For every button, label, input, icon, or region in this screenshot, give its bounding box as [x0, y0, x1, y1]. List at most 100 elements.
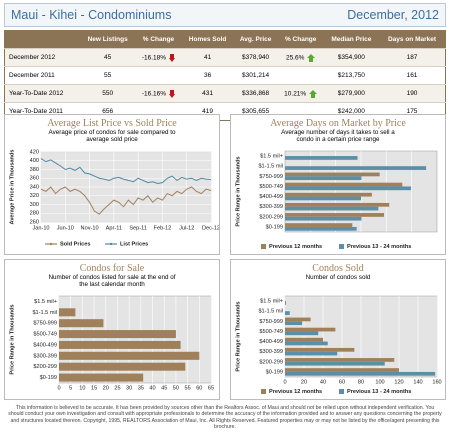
x-tick-label: Sep-11: [129, 225, 147, 231]
cell: 550: [80, 84, 136, 103]
cell: 161: [379, 66, 446, 85]
cell: 10.21%: [277, 84, 324, 103]
bar: [59, 351, 200, 360]
down-arrow: [169, 53, 176, 62]
chart-title: Condos for Sale: [79, 263, 145, 274]
bar: [285, 301, 286, 305]
bar: [285, 176, 362, 181]
x-tick-label: Nov-10: [81, 225, 99, 231]
bar: [59, 319, 104, 328]
bar: [285, 186, 411, 191]
x-tick-label: 60: [339, 379, 345, 385]
row-label: Year-To-Date 2012: [4, 84, 80, 103]
chart-panel: Average List Price vs Sold Price Average…: [4, 114, 220, 255]
category-label: $0-199: [266, 369, 283, 375]
col-header: % Change: [135, 30, 182, 49]
y-tick-label: 320: [30, 193, 39, 199]
bar: [285, 206, 379, 211]
bar: [285, 223, 353, 227]
legend-label: Previous 12 months: [269, 389, 322, 395]
category-label: $200-299: [33, 364, 57, 370]
x-tick-label: 140: [413, 379, 422, 385]
legend-label: Sold Prices: [60, 241, 90, 247]
cell-text: -16.16%: [141, 90, 167, 98]
cell-text: 25.6%: [285, 54, 305, 62]
x-tick-label: 100: [375, 379, 384, 385]
bar: [285, 317, 311, 322]
chart-panel: Condos Sold Number of condos sold 0 20 40 6…: [230, 259, 446, 400]
x-tick-label: 25: [114, 385, 120, 391]
category-label: $750-999: [259, 174, 283, 180]
corner: [4, 30, 80, 49]
y-tick-label: 360: [30, 176, 39, 182]
cell: -16.16%: [135, 84, 182, 103]
series-line: [40, 186, 212, 215]
cell: 25.6%: [277, 48, 324, 67]
legend-label: Previous 13 - 24 months: [347, 389, 411, 395]
x-tick-label: 80: [358, 379, 364, 385]
y-tick-label: 400: [30, 158, 39, 164]
cell: -16.18%: [135, 48, 182, 67]
cell: $378,940: [233, 48, 278, 67]
cell: 55: [80, 66, 136, 85]
category-label: $1-1.5 mil: [258, 164, 283, 170]
category-label: $750-999: [259, 319, 283, 325]
row-label: December 2011: [4, 66, 80, 85]
category-label: $200-299: [259, 359, 283, 365]
y-tick-label: 340: [30, 184, 39, 190]
cell-text: -16.18%: [141, 54, 167, 62]
x-tick-label: 30: [126, 385, 132, 391]
x-tick-label: 55: [184, 385, 190, 391]
bar: [59, 308, 76, 317]
col-header: Median Price: [323, 30, 380, 49]
x-tick-label: 160: [432, 379, 441, 385]
category-label: $500-749: [33, 332, 57, 338]
category-label: $750-999: [33, 321, 57, 327]
category-label: $500-749: [259, 184, 283, 190]
bar: [285, 192, 372, 197]
legend-label: Previous 12 months: [269, 244, 322, 250]
x-tick-label: 15: [91, 385, 97, 391]
disclaimer: This information is believed to be accur…: [8, 405, 442, 431]
y-tick-label: 300: [30, 202, 39, 208]
legend-dot: [109, 242, 113, 246]
x-tick-label: 60: [196, 385, 202, 391]
y-tick-label: 280: [30, 211, 39, 217]
bar: [285, 216, 362, 221]
x-tick-label: 65: [208, 385, 214, 391]
category-label: $400-499: [259, 194, 283, 200]
x-tick-label: 20: [103, 385, 109, 391]
cell: 187: [379, 48, 446, 67]
x-tick-label: Jul-12: [179, 225, 194, 231]
series-line: [40, 158, 212, 185]
bar: [285, 337, 323, 342]
legend-dot: [49, 242, 53, 246]
category-label: $300-399: [259, 204, 283, 210]
chart-subtitle: Number of condos listed for sale at the …: [48, 274, 176, 288]
cell: 41: [181, 48, 234, 67]
bar: [285, 156, 358, 160]
x-tick-label: 40: [149, 385, 155, 391]
category-label: $1-1.5 mil: [258, 309, 283, 315]
cell: [277, 66, 324, 85]
x-tick-label: Apr-11: [106, 225, 122, 231]
category-label: $1.5 mil+: [260, 154, 283, 160]
category-label: $500-749: [259, 329, 283, 335]
bar: [285, 331, 319, 336]
bar: [285, 327, 336, 332]
legend-swatch: [339, 244, 344, 249]
x-tick-label: Dec-12: [202, 225, 219, 231]
chart-subtitle: Number of condos sold: [305, 274, 371, 281]
cell: [135, 66, 182, 85]
cell: $354,900: [323, 48, 380, 67]
cell: 431: [181, 84, 234, 103]
cell-text: 10.21%: [284, 90, 307, 98]
bar: [59, 362, 186, 371]
col-header: Days on Market: [379, 30, 446, 49]
chart-title: Condos Sold: [312, 263, 364, 274]
chart-panel: Condos for Sale Number of condos listed …: [4, 259, 220, 400]
y-tick-label: 420: [30, 149, 39, 155]
bar: [285, 182, 403, 187]
col-header: Avg. Price: [233, 30, 278, 49]
